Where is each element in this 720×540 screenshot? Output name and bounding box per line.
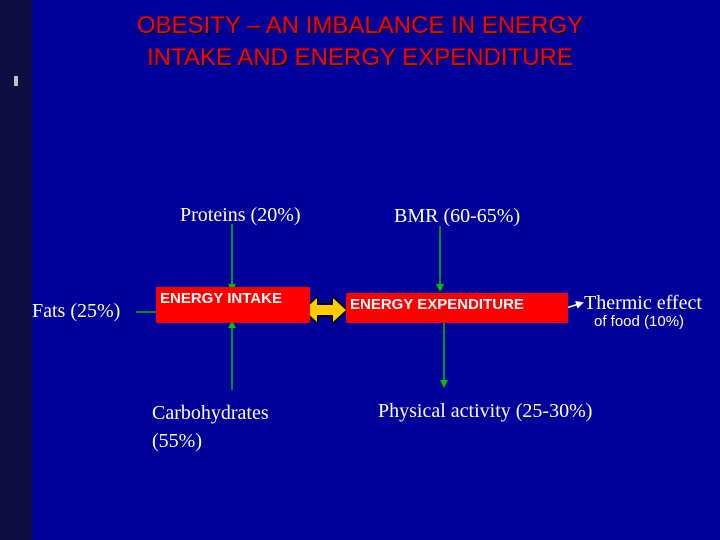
slide-title: OBESITY – AN IMBALANCE IN ENERGY INTAKE … [40,10,680,74]
energy-expenditure-label: ENERGY EXPENDITURE [350,296,524,313]
thermic-arrow [565,300,584,309]
carbohydrates-percent: (55%) [152,430,202,452]
title-line-2: INTAKE AND ENERGY EXPENDITURE [147,44,573,71]
physical-activity-label: Physical activity (25-30%) [378,400,593,422]
energy-intake-box: ENERGY INTAKE [156,287,310,323]
fats-label: Fats (25%) [32,300,121,322]
left-bar-mark [14,76,18,86]
energy-expenditure-box: ENERGY EXPENDITURE [346,293,568,323]
thermic-effect-sublabel: of food (10%) [594,313,685,330]
double-headed-arrow-icon [302,295,348,325]
thermic-effect-label: Thermic effect [584,292,702,314]
proteins-label: Proteins (20%) [180,204,301,226]
carbohydrates-label: Carbohydrates [152,402,269,424]
title-line-1: OBESITY – AN IMBALANCE IN ENERGY [136,12,584,39]
bmr-label: BMR (60-65%) [394,205,521,227]
slide-left-bar [0,0,32,540]
energy-intake-label: ENERGY INTAKE [160,290,282,307]
